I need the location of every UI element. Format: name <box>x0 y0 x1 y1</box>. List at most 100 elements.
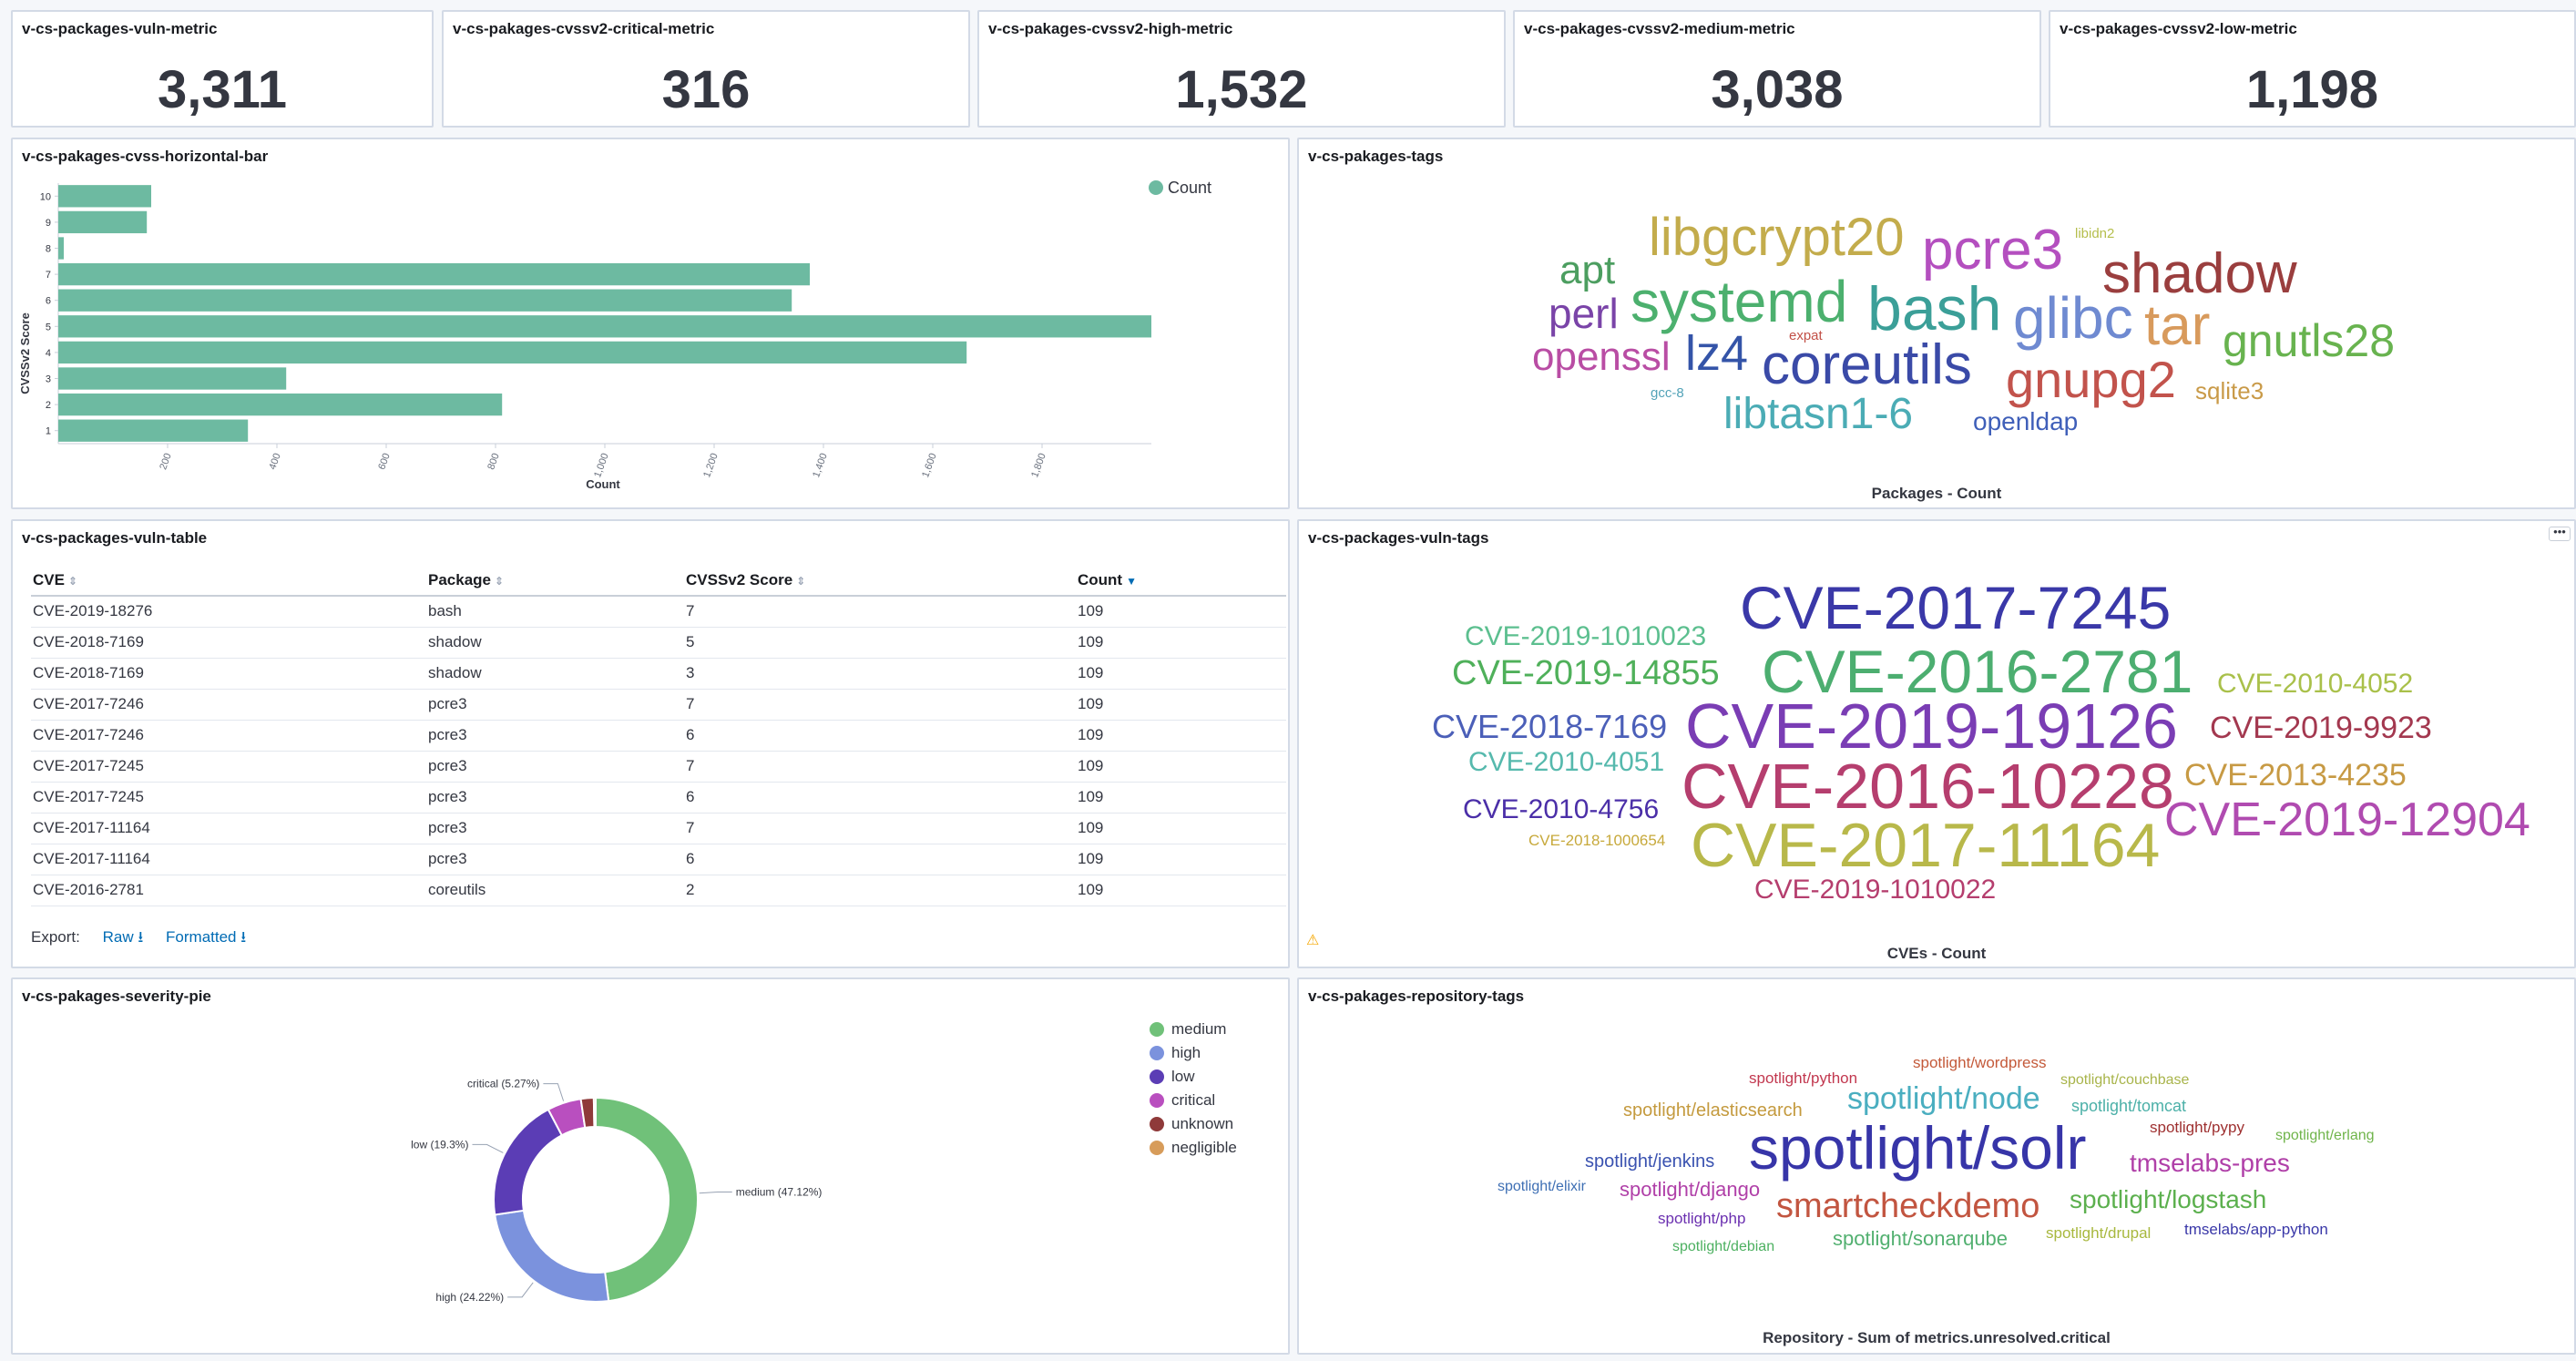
tag-word[interactable]: apt <box>1559 248 1616 292</box>
chart-legend[interactable]: Count <box>1149 179 1211 197</box>
tag-word[interactable]: CVE-2017-7245 <box>1740 574 2172 641</box>
tag-word[interactable]: tar <box>2144 294 2211 357</box>
bar-score-4[interactable] <box>58 341 967 364</box>
sort-descending-icon[interactable]: ▼ <box>1126 574 1137 588</box>
tag-word[interactable]: tmselabs-pres <box>2130 1149 2290 1177</box>
tag-word[interactable]: libgcrypt20 <box>1649 208 1905 267</box>
tag-word[interactable]: spotlight/elasticsearch <box>1623 1100 1803 1121</box>
table-cell: 109 <box>1076 782 1286 814</box>
bar-score-10[interactable] <box>58 185 151 208</box>
tag-word[interactable]: spotlight/node <box>1847 1081 2040 1116</box>
pie-slice-negligible[interactable] <box>592 1096 597 1129</box>
tag-word[interactable]: CVE-2010-4051 <box>1468 747 1665 777</box>
tag-word[interactable]: gnupg2 <box>2006 351 2176 408</box>
tag-word[interactable]: lz4 <box>1685 326 1749 381</box>
tag-word[interactable]: spotlight/sonarqube <box>1833 1227 2009 1250</box>
table-cell: shadow <box>426 627 684 659</box>
tag-word[interactable]: bash <box>1867 274 2002 343</box>
tag-word[interactable]: CVE-2018-1000654 <box>1528 832 1666 849</box>
tag-word[interactable]: CVE-2018-7169 <box>1432 708 1668 745</box>
tag-word[interactable]: spotlight/logstash <box>2070 1185 2267 1213</box>
tag-word[interactable]: spotlight/erlang <box>2275 1128 2375 1143</box>
tag-word[interactable]: pcre3 <box>1922 219 2064 281</box>
panel-options-icon[interactable]: ••• <box>2549 526 2571 541</box>
table-cell: bash <box>426 596 684 628</box>
legend-item-medium[interactable]: medium <box>1150 1018 1237 1041</box>
bar-score-8[interactable] <box>58 237 64 260</box>
tag-word[interactable]: spotlight/pypy <box>2150 1119 2244 1136</box>
table-cell: 109 <box>1076 689 1286 721</box>
tag-word[interactable]: spotlight/debian <box>1672 1239 1775 1254</box>
pie-slice-low[interactable] <box>493 1108 564 1216</box>
tag-word[interactable]: spotlight/django <box>1620 1178 1761 1201</box>
tag-word[interactable]: spotlight/drupal <box>2046 1224 2152 1242</box>
bar-score-6[interactable] <box>58 289 792 312</box>
x-axis-label: Count <box>586 477 620 491</box>
tag-word[interactable]: gcc-8 <box>1651 385 1684 401</box>
tag-word[interactable]: openldap <box>1973 407 2079 435</box>
pie-slice-medium[interactable] <box>595 1096 699 1303</box>
tag-word[interactable]: shadow <box>2102 242 2297 305</box>
export-formatted-link[interactable]: Formatted ⭳ <box>166 928 246 946</box>
sort-icon[interactable]: ⇕ <box>495 574 505 588</box>
tag-word[interactable]: gnutls28 <box>2223 315 2396 366</box>
bar-score-1[interactable] <box>58 419 249 442</box>
tag-word[interactable]: CVE-2019-19126 <box>1685 691 2178 762</box>
table-cell: pcre3 <box>426 751 684 783</box>
tag-word[interactable]: perl <box>1549 290 1619 337</box>
sort-icon[interactable]: ⇕ <box>67 574 78 588</box>
tag-word[interactable]: CVE-2016-2781 <box>1762 638 2193 705</box>
legend-label: medium <box>1171 1020 1227 1038</box>
bar-score-2[interactable] <box>58 393 503 416</box>
tag-word[interactable]: CVE-2019-1010023 <box>1465 621 1707 651</box>
bar-score-5[interactable] <box>58 315 1151 338</box>
tag-word[interactable]: sqlite3 <box>2195 377 2264 404</box>
tag-word[interactable]: CVE-2016-10228 <box>1682 751 2174 822</box>
tag-word[interactable]: spotlight/tomcat <box>2071 1097 2187 1115</box>
sort-icon[interactable]: ⇕ <box>796 574 806 588</box>
legend-item-critical[interactable]: critical <box>1150 1089 1237 1112</box>
tag-word[interactable]: CVE-2010-4052 <box>2217 669 2414 699</box>
bar-score-9[interactable] <box>58 210 148 234</box>
tag-word[interactable]: CVE-2017-11164 <box>1691 811 2161 880</box>
tag-word[interactable]: libidn2 <box>2075 226 2115 241</box>
tag-word[interactable]: libtasn1-6 <box>1723 390 1914 438</box>
tag-word[interactable]: spotlight/wordpress <box>1913 1054 2047 1071</box>
pie-legend: medium high low critical unknown negligi… <box>1150 1018 1237 1160</box>
pie-slice-high[interactable] <box>494 1209 610 1303</box>
tag-word[interactable]: smartcheckdemo <box>1776 1187 2040 1225</box>
panel-title: v-cs-pakages-cvssv2-medium-metric <box>1524 20 1795 37</box>
tag-word[interactable]: CVE-2019-9923 <box>2210 711 2432 745</box>
tag-word[interactable]: tmselabs/app-python <box>2184 1221 2328 1238</box>
tag-word[interactable]: CVE-2013-4235 <box>2184 758 2407 793</box>
tag-word[interactable]: spotlight/solr <box>1749 1114 2087 1182</box>
legend-item-high[interactable]: high <box>1150 1041 1237 1065</box>
tag-word[interactable]: spotlight/python <box>1749 1069 1858 1087</box>
column-header-cvss-score[interactable]: CVSSv2 Score ⇕ <box>684 565 1076 597</box>
column-header-package[interactable]: Package ⇕ <box>426 565 684 597</box>
tag-word[interactable]: systemd <box>1630 269 1848 334</box>
tag-word[interactable]: openssl <box>1532 334 1671 379</box>
tag-word[interactable]: CVE-2019-1010022 <box>1754 875 1997 905</box>
column-header-count[interactable]: Count ▼ <box>1076 565 1286 597</box>
table-cell: 109 <box>1076 596 1286 628</box>
tag-word[interactable]: CVE-2019-14855 <box>1452 654 1720 692</box>
tag-word[interactable]: glibc <box>2013 285 2133 351</box>
legend-item-negligible[interactable]: negligible <box>1150 1136 1237 1160</box>
tag-word[interactable]: spotlight/jenkins <box>1585 1151 1715 1172</box>
legend-item-low[interactable]: low <box>1150 1065 1237 1089</box>
tag-word[interactable]: expat <box>1789 328 1823 343</box>
tag-word[interactable]: spotlight/couchbase <box>2060 1072 2190 1088</box>
tag-word[interactable]: CVE-2010-4756 <box>1463 794 1660 824</box>
legend-item-unknown[interactable]: unknown <box>1150 1112 1237 1136</box>
export-raw-link[interactable]: Raw ⭳ <box>103 928 144 946</box>
tag-word[interactable]: spotlight/php <box>1658 1210 1746 1227</box>
warning-icon[interactable]: ⚠ <box>1306 933 1320 948</box>
y-axis-label: CVSSv2 Score <box>18 312 32 394</box>
tag-word[interactable]: CVE-2019-12904 <box>2164 793 2530 846</box>
bar-score-3[interactable] <box>58 367 287 390</box>
column-header-cve[interactable]: CVE ⇕ <box>31 565 426 597</box>
tag-word[interactable]: coreutils <box>1762 333 1972 396</box>
bar-score-7[interactable] <box>58 262 810 286</box>
tag-word[interactable]: spotlight/elixir <box>1498 1179 1586 1194</box>
